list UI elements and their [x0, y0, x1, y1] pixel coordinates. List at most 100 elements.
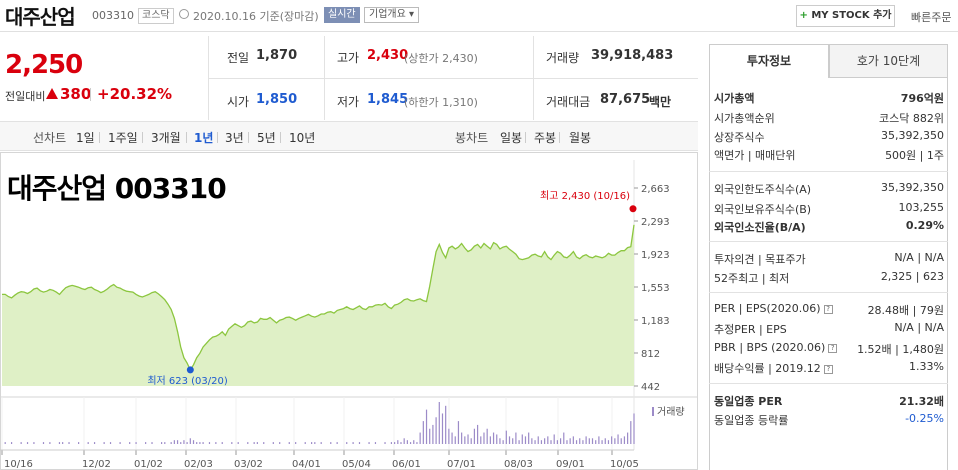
invest-row-value: 28.48배 | 79원 [867, 304, 944, 317]
invest-row: 배당수익률 | 2019.12? 1.33% [714, 360, 944, 378]
volume-bar [537, 436, 539, 444]
volume-bar [336, 442, 338, 444]
volume-bar [473, 428, 476, 444]
amount-label: 거래대금 [546, 95, 591, 109]
base-date: 2020.10.16 기준(장마감) [193, 10, 319, 23]
invest-row-label: 액면가 | 매매단위 [714, 149, 796, 162]
period-1d[interactable]: 1일 [76, 131, 95, 145]
change-label: 전일대비 [5, 90, 46, 103]
help-icon[interactable]: ? [828, 343, 838, 353]
volume-bar [435, 417, 437, 444]
help-icon[interactable]: ? [823, 364, 833, 374]
candle-weekly[interactable]: 주봉 [534, 131, 557, 145]
add-my-stock-button[interactable]: + MY STOCK 추가 [796, 5, 895, 27]
volume-bar [467, 434, 469, 444]
open-value: 1,850 [256, 92, 298, 107]
volume-bar [512, 438, 514, 444]
volume-bar [129, 442, 131, 444]
volume-bar [540, 440, 543, 444]
volume-bar [544, 438, 546, 444]
volume-bar [26, 442, 29, 444]
lower-limit-note: (하한가 1,310) [404, 96, 478, 109]
volume-bar [464, 436, 466, 444]
volume-bar [33, 442, 35, 444]
divider [208, 78, 698, 79]
volume-bar [572, 436, 574, 444]
invest-row-label: 투자의견 | 목표주가 [714, 253, 806, 266]
volume-bar [422, 421, 424, 444]
tab-invest-info[interactable]: 투자정보 [709, 44, 829, 78]
volume-bar [611, 436, 613, 444]
volume-bar [119, 442, 121, 444]
invest-row: 상장주식수 35,392,350 [714, 129, 944, 147]
volume-bar [429, 428, 431, 444]
divider [709, 292, 948, 293]
market-badge: 코스닥 [138, 8, 174, 24]
x-tick-label: 10/05 [610, 459, 639, 470]
volume-bar [416, 442, 418, 444]
amount-value: 87,675 [600, 92, 651, 107]
invest-row-value: -0.25% [905, 412, 944, 425]
invest-row: 시가총액 796억원 [714, 90, 944, 108]
invest-row-label: PBR | BPS (2020.06)? [714, 341, 838, 354]
stock-code: 003310 [92, 9, 134, 22]
tab-order-book[interactable]: 호가 10단계 [829, 44, 948, 78]
volume-bar [553, 434, 555, 444]
candle-monthly[interactable]: 월봉 [569, 131, 592, 145]
volume-bar [438, 402, 440, 444]
high-point-marker [629, 205, 637, 213]
candle-daily[interactable]: 일봉 [500, 131, 523, 145]
x-tick-label: 09/01 [556, 459, 585, 470]
divider [525, 132, 526, 143]
volume-bar [585, 436, 587, 444]
volume-bar [630, 421, 632, 444]
period-10y[interactable]: 10년 [289, 131, 316, 145]
period-5y[interactable]: 5년 [257, 131, 276, 145]
period-3m[interactable]: 3개월 [151, 131, 181, 145]
volume-bar [419, 432, 421, 444]
volume-bar [320, 442, 322, 444]
volume-bar [68, 442, 70, 444]
divider [142, 132, 143, 143]
volume-bar [476, 424, 479, 444]
fast-order-link[interactable]: 빠른주문 [911, 11, 952, 24]
price-chart[interactable]: 10/16 12/02 01/02 02/03 03/02 04/01 05/04 06/01… [0, 152, 698, 470]
volume-legend-label: 거래량 [657, 406, 685, 418]
volume-bar [145, 442, 147, 444]
realtime-button[interactable]: 실시간 [324, 7, 360, 23]
divider [709, 241, 948, 242]
volume-bar [93, 442, 96, 444]
period-1w[interactable]: 1주일 [108, 131, 138, 145]
company-overview-dropdown[interactable]: 기업개요 ▾ [364, 7, 420, 23]
invest-row-label: 52주최고 | 최저 [714, 272, 790, 285]
high-value: 2,430 [367, 48, 409, 63]
volume-bar [461, 432, 463, 444]
low-value: 1,845 [367, 92, 409, 107]
y-tick-label: 1,183 [641, 316, 670, 327]
volume-bar [279, 442, 281, 444]
price-area [2, 224, 634, 386]
stock-name: 대주산업 [5, 5, 76, 29]
period-3y[interactable]: 3년 [225, 131, 244, 145]
volume-bar [87, 442, 89, 444]
y-tick-label: 2,663 [641, 184, 670, 195]
volume-bar [515, 432, 517, 444]
volume-bar [304, 442, 306, 444]
divider [709, 383, 948, 384]
invest-row: 외국인한도주식수(A) 35,392,350 [714, 181, 944, 199]
invest-row-label: 외국인소진율(B/A) [714, 221, 806, 234]
volume-bar [598, 436, 600, 444]
period-1y[interactable]: 1년 [194, 131, 214, 145]
volume-bar [575, 440, 578, 444]
y-tick-label: 1,553 [641, 283, 670, 294]
volume-bar [480, 436, 482, 444]
volume-bar [103, 442, 105, 444]
divider [280, 132, 281, 143]
volume-bar [614, 438, 616, 444]
company-overview-label: 기업개요 [369, 9, 406, 20]
volume-bar [627, 432, 629, 444]
volume-bar [231, 442, 233, 444]
volume-bar [595, 440, 597, 444]
help-icon[interactable]: ? [823, 304, 833, 314]
line-chart-label: 선차트 [33, 131, 67, 145]
